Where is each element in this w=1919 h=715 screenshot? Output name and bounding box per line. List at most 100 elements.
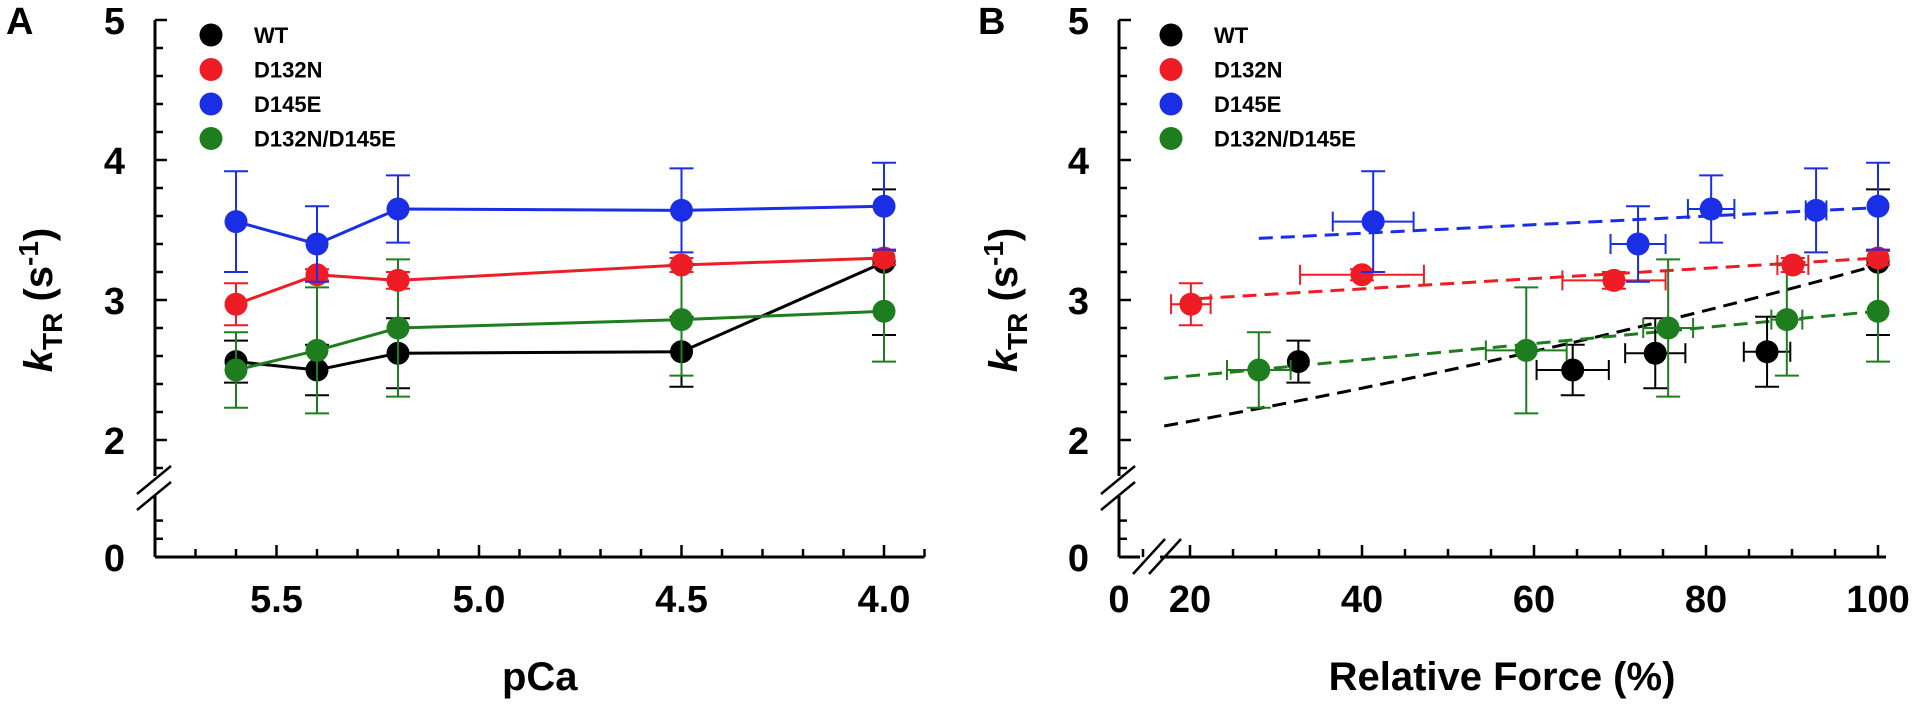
series-d145e xyxy=(1331,161,1890,283)
x-tick-label: 0 xyxy=(1108,579,1129,621)
y-title-unit: (s xyxy=(17,266,61,313)
series-line xyxy=(235,256,885,306)
data-point xyxy=(1866,246,1890,270)
data-point xyxy=(224,358,248,382)
x-axis-break-mark xyxy=(1148,538,1182,575)
y-axis-break-mark xyxy=(1100,481,1136,511)
series-d132n-d145e xyxy=(1225,258,1890,415)
y-tick-label: 2 xyxy=(104,421,125,463)
series-line xyxy=(235,204,885,246)
x-tick-label: 5.5 xyxy=(250,579,303,621)
legend-label: D132N/D145E xyxy=(254,127,396,152)
panel-letter: A xyxy=(6,1,33,43)
data-point xyxy=(872,299,896,323)
data-point xyxy=(1656,316,1680,340)
legend-label: D145E xyxy=(254,92,321,117)
y-axis-break-mark xyxy=(136,465,172,495)
legend-label: D132N/D145E xyxy=(1214,127,1356,152)
series-d132n xyxy=(1170,246,1890,327)
data-point xyxy=(1804,198,1828,222)
legend-label: WT xyxy=(1214,23,1249,48)
y-tick-label: 5 xyxy=(104,1,125,43)
x-tick-label: 80 xyxy=(1685,579,1727,621)
series-d145e xyxy=(224,161,896,283)
data-point xyxy=(1781,253,1805,277)
legend-label: D132N xyxy=(254,58,322,83)
legend-marker xyxy=(1159,23,1183,47)
data-point xyxy=(386,268,410,292)
panel-letter: B xyxy=(978,1,1005,43)
data-point xyxy=(1699,197,1723,221)
data-point xyxy=(305,232,329,256)
y-tick-label: 4 xyxy=(1068,141,1089,183)
data-point xyxy=(670,308,693,332)
legend-label: D132N xyxy=(1214,58,1282,83)
y-tick-label: 2 xyxy=(1068,421,1089,463)
x-tick-label: 60 xyxy=(1513,579,1555,621)
x-tick-label: 5.0 xyxy=(453,579,506,621)
data-point xyxy=(1755,340,1779,364)
y-title-k: k xyxy=(982,348,1026,372)
y-axis-break-mark xyxy=(136,481,172,511)
y-title-unit-close: ) xyxy=(982,228,1026,241)
data-point xyxy=(386,197,410,221)
y-title-k: k xyxy=(17,348,61,372)
y-tick-label: 0 xyxy=(104,538,125,580)
data-point xyxy=(1775,308,1799,332)
y-title-unit-close: ) xyxy=(17,228,61,241)
data-point xyxy=(1514,338,1538,362)
data-point xyxy=(1361,210,1385,234)
x-tick-label: 40 xyxy=(1341,579,1383,621)
series-d132n-d145e xyxy=(224,258,896,415)
data-point xyxy=(872,246,896,270)
y-axis-title: kTR (s-1) xyxy=(978,228,1033,373)
legend-marker xyxy=(1159,58,1183,81)
data-point xyxy=(1866,194,1890,218)
y-title-superscript: -1 xyxy=(978,241,1009,266)
fit-line-d145e xyxy=(1258,206,1879,240)
y-axis-break-mark xyxy=(1100,465,1136,495)
data-point xyxy=(1866,299,1890,323)
y-tick-label: 0 xyxy=(1068,538,1089,580)
y-title-unit: (s xyxy=(982,266,1026,313)
data-point xyxy=(1350,263,1374,287)
x-tick-label: 20 xyxy=(1169,579,1211,621)
y-tick-label: 3 xyxy=(104,281,125,323)
legend-marker xyxy=(199,92,223,116)
x-tick-label: 4.0 xyxy=(858,579,911,621)
data-point xyxy=(1561,358,1585,382)
legend-marker xyxy=(1159,127,1183,150)
legend-label: D145E xyxy=(1214,92,1281,117)
y-title-subscript: TR xyxy=(37,313,68,350)
x-tick-label: 100 xyxy=(1846,579,1909,621)
panel-a: A 0 2 3 4 5 kTR (s-1) 5.5 5.0 4.5 4.0 pCa WT D132N D14… xyxy=(6,1,926,699)
data-point xyxy=(1247,358,1271,382)
data-point xyxy=(1179,292,1203,316)
y-tick-label: 4 xyxy=(104,141,125,183)
x-axis-break-mark xyxy=(1132,538,1166,575)
data-point xyxy=(872,194,896,218)
y-title-superscript: -1 xyxy=(13,241,44,266)
data-point xyxy=(305,338,329,362)
data-point xyxy=(224,210,248,234)
y-tick-label: 3 xyxy=(1068,281,1089,323)
x-axis-title: Relative Force (%) xyxy=(1329,655,1676,699)
data-point xyxy=(1643,341,1667,365)
series-line xyxy=(235,309,885,372)
fit-line-d132n xyxy=(1198,256,1879,301)
legend-marker xyxy=(199,23,223,47)
panel-b: B 0 2 3 4 5 kTR (s-1) 0 20 40 60 80 100 Relative Forc… xyxy=(978,1,1910,699)
data-point xyxy=(670,253,693,277)
x-axis-title: pCa xyxy=(502,655,578,699)
legend-label: WT xyxy=(254,23,289,48)
series-wt xyxy=(224,188,896,397)
data-point xyxy=(670,198,693,222)
y-tick-label: 5 xyxy=(1068,1,1089,43)
x-tick-label: 4.5 xyxy=(655,579,708,621)
legend-marker xyxy=(199,127,223,150)
y-axis-title: kTR (s-1) xyxy=(13,228,68,373)
data-point xyxy=(386,316,410,340)
data-point xyxy=(1626,232,1650,256)
y-title-subscript: TR xyxy=(1002,313,1033,350)
